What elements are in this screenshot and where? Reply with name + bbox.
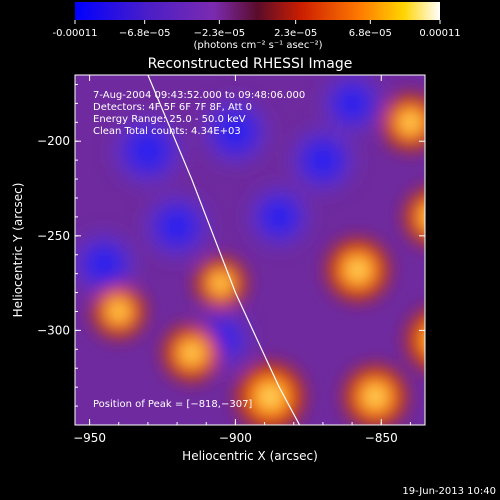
bright-source-blob [234,360,307,425]
y-tick-label: −250 [37,229,70,243]
x-axis-ticks: −950−900−850−800 [73,75,411,445]
colorbar-tick-label: 6.8e−05 [349,28,392,39]
bright-source-blob [404,308,425,372]
dim-source-blob [140,189,214,263]
dim-source-blob [198,94,273,170]
bright-source-blob [161,323,222,384]
bright-source-blob [481,384,500,448]
colorbar-tick-label: 2.3e−05 [274,28,317,39]
annotation-detectors: Detectors: 4F 5F 6F 7F 8F, Att 0 [93,102,252,113]
x-tick-label: −900 [219,431,252,445]
timestamp: 19-Jun-2013 10:40 [402,486,496,497]
annotation-energy-range: Energy Range: 25.0 - 50.0 keV [93,114,246,125]
y-axis-ticks: −200 −250 −300 [37,83,425,426]
bright-source-blob [342,363,409,425]
colorbar-tick-label: 0.00011 [419,28,460,39]
colorbar-tick-label: -0.00011 [53,28,98,39]
colorbar-tick-label: −6.8e−05 [119,28,171,39]
y-tick-label: −300 [37,323,70,337]
dim-source-blob [244,182,314,252]
heatmap-layer [75,75,500,448]
dim-source-blob [496,167,500,229]
dim-source-blob [439,234,499,294]
solar-limb-curve [147,75,301,425]
annotation-time-range: 7-Aug-2004 09:43:52.000 to 09:48:06.000 [93,90,305,101]
bright-source-blob [402,187,425,247]
dim-source-blob [75,228,140,300]
x-axis-label: Heliocentric X (arcsec) [182,449,318,463]
colorbar-tick-label: −2.3e−05 [194,28,246,39]
bright-source-blob [193,256,248,311]
annotation-block: 7-Aug-2004 09:43:52.000 to 09:48:06.000 … [93,90,305,137]
chart-title: Reconstructed RHESSI Image [148,56,353,72]
colorbar-ticks: -0.00011 −6.8e−05 −2.3e−05 2.3e−05 6.8e−05 0.… [53,20,461,39]
bright-source-blob [456,133,500,187]
x-tick-label: −850 [365,431,398,445]
peak-position-label: Position of Peak = [−818,−307] [93,399,252,410]
y-axis-label: Heliocentric Y (arcsec) [11,183,25,318]
dim-source-blob [318,75,386,138]
plot-frame [74,74,426,426]
bright-source-blob [380,92,425,153]
colorbar-unit-label: (photons cm⁻² s⁻¹ asec⁻²) [193,40,322,51]
x-tick-label: −950 [73,431,106,445]
colorbar [75,2,440,20]
annotation-clean-counts: Clean Total counts: 4.34E+03 [93,126,241,137]
dim-source-blob [286,123,360,197]
y-tick-label: −200 [37,134,70,148]
dim-source-blob [108,111,188,190]
bright-source-blob [324,236,391,303]
bright-source-blob [90,283,147,340]
